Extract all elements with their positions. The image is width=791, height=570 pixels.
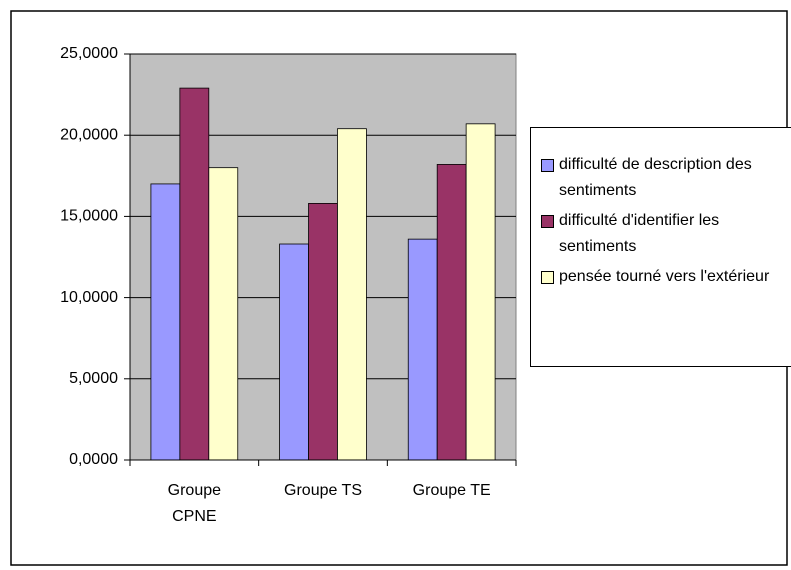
x-tick-label: Groupe TS (284, 482, 362, 499)
legend-entry: pensée tourné vers l'extérieur (541, 264, 791, 290)
legend-swatch (541, 159, 554, 172)
legend-label: difficulté d'identifier les sentiments (559, 212, 720, 255)
bar (208, 167, 239, 461)
bar (465, 123, 496, 461)
y-tick-label: 15,0000 (60, 208, 118, 225)
legend-entry: difficulté d'identifier les sentiments (541, 208, 791, 260)
bar (179, 87, 210, 461)
bar (308, 203, 338, 461)
bar (279, 243, 309, 461)
y-tick-label: 0,0000 (69, 451, 118, 468)
legend-label: pensée tourné vers l'extérieur (559, 268, 770, 285)
y-tick-label: 25,0000 (60, 45, 118, 62)
x-tick-label: Groupe CPNE (167, 482, 222, 525)
x-tick-label: Groupe TE (412, 482, 491, 499)
bar (407, 238, 438, 461)
legend: difficulté de description des sentiments… (530, 127, 791, 367)
legend-label: difficulté de description des sentiments (559, 156, 752, 199)
y-tick-label: 5,0000 (69, 370, 118, 387)
bar (150, 183, 181, 461)
bar (337, 128, 367, 461)
legend-swatch (541, 271, 554, 284)
legend-entry: difficulté de description des sentiments (541, 152, 791, 204)
legend-swatch (541, 215, 554, 228)
bar (436, 164, 467, 461)
y-tick-label: 20,0000 (60, 126, 118, 143)
y-tick-label: 10,0000 (60, 289, 118, 306)
